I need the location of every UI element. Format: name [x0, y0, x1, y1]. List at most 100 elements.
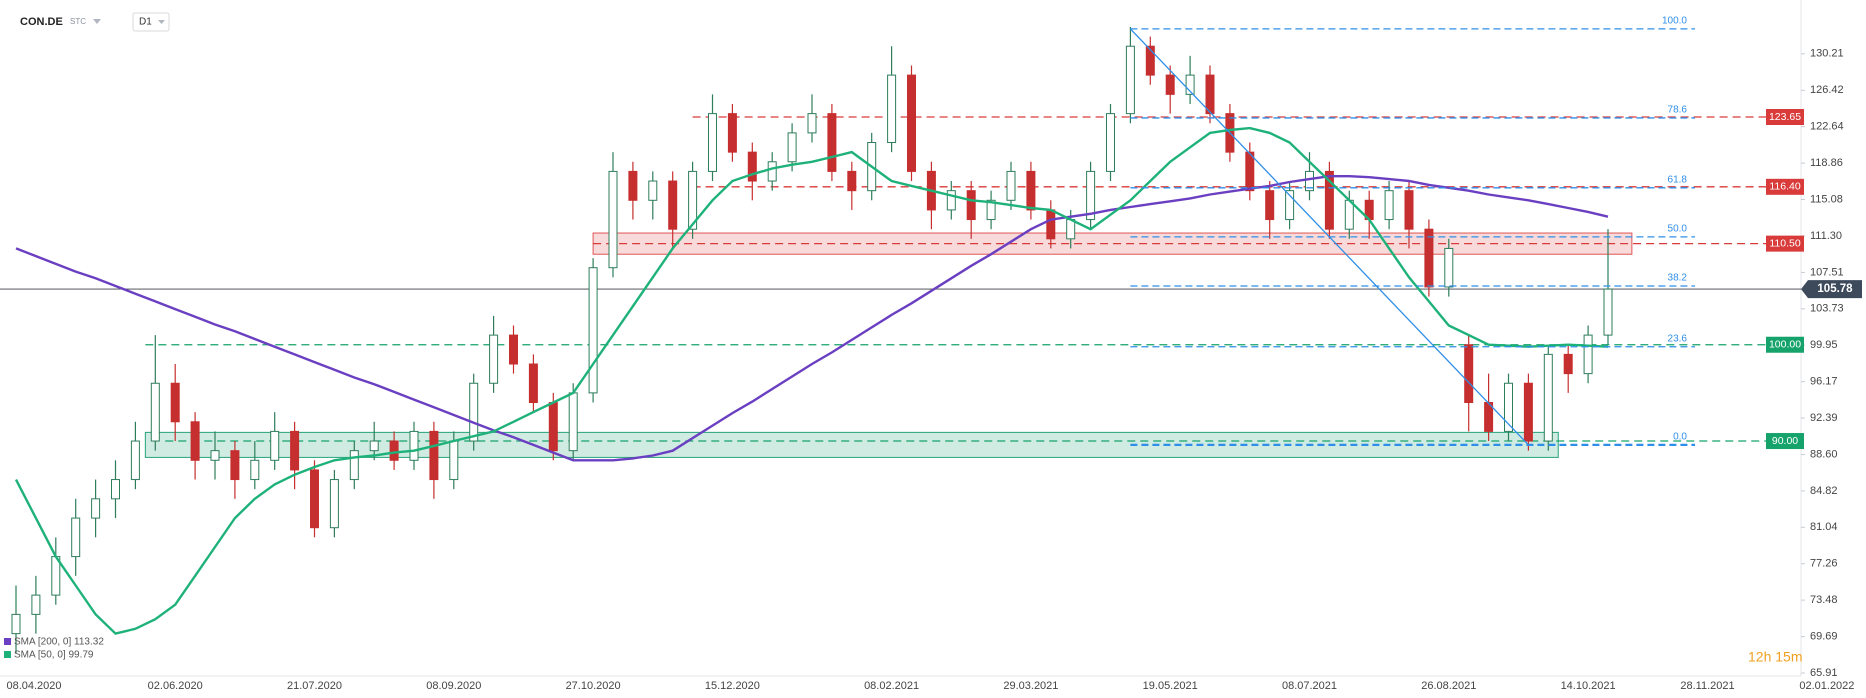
candle-body: [1046, 209, 1056, 240]
x-tick-label: 28.11.2021: [1680, 680, 1734, 692]
plot-area: 100.0 78.6 61.8 50.0 38.2 23.6 0.0: [0, 16, 1801, 653]
y-tick-label: 88.60: [1810, 448, 1838, 460]
interval-box[interactable]: [132, 12, 170, 32]
candle-body: [1563, 353, 1573, 375]
candle-body: [349, 450, 359, 481]
last-price-label: 105.78: [1817, 283, 1853, 295]
candle-body: [747, 151, 757, 182]
candle-body: [946, 190, 956, 211]
x-tick-label: 29.03.2021: [1003, 680, 1058, 692]
y-tick-label: 99.95: [1810, 339, 1838, 351]
candle-body: [449, 440, 459, 481]
header: CON.DE STC D1: [20, 12, 170, 32]
level-label: 123.65: [1769, 111, 1801, 123]
candle-body: [907, 74, 916, 172]
candle-body: [1205, 74, 1215, 115]
candle-body: [11, 613, 21, 635]
candle-body: [1404, 190, 1414, 230]
moving-average: [14, 126, 1609, 635]
candle-body: [1106, 113, 1115, 172]
candle-body: [608, 170, 618, 269]
candle-body: [71, 517, 81, 558]
candle-body: [767, 161, 777, 182]
fib-label: 61.8: [1668, 174, 1688, 185]
candle-body: [270, 430, 280, 461]
candle-body: [528, 363, 538, 404]
fib-label: 0.0: [1673, 432, 1687, 443]
candle-body: [1523, 382, 1533, 442]
candle-body: [31, 594, 41, 615]
fib-label: 100.0: [1662, 16, 1687, 27]
candle-body: [1464, 344, 1474, 404]
candle-body: [389, 440, 399, 461]
y-tick-label: 130.21: [1810, 48, 1844, 60]
fib-label: 38.2: [1668, 273, 1688, 284]
legend-entry: SMA [50, 0] 99.79: [14, 650, 94, 661]
y-tick-label: 103.73: [1810, 303, 1844, 315]
level-label: 90.00: [1772, 435, 1798, 447]
x-tick-label: 08.02.2021: [864, 680, 919, 692]
candle-body: [648, 180, 658, 201]
candle-body: [847, 170, 857, 192]
level-label-box: [1766, 178, 1804, 195]
candle-body: [787, 132, 797, 163]
x-tick-label: 14.10.2021: [1561, 680, 1616, 692]
candle-body: [1245, 151, 1255, 192]
x-tick-label: 02.01.2022: [1799, 680, 1854, 692]
candle-body: [966, 190, 976, 221]
candle-body: [489, 334, 499, 384]
candle-body: [668, 180, 678, 230]
interval[interactable]: D1: [139, 17, 152, 28]
candle-body: [1026, 170, 1036, 211]
candle-body: [688, 170, 698, 230]
candle-body: [130, 440, 140, 481]
fib-label: 50.0: [1668, 224, 1688, 235]
x-tick-label: 27.10.2020: [566, 680, 621, 692]
y-tick-label: 92.39: [1810, 412, 1838, 424]
y-tick-label: 126.42: [1810, 84, 1844, 96]
candle-body: [1324, 170, 1334, 230]
candle-body: [807, 113, 817, 134]
y-tick-label: 122.64: [1810, 121, 1844, 133]
candle-body: [170, 382, 180, 423]
level-label: 116.40: [1769, 181, 1800, 193]
candle-body: [588, 267, 598, 394]
candle-body: [1444, 247, 1454, 288]
y-tick-label: 73.48: [1810, 594, 1838, 606]
candle-body: [329, 479, 339, 529]
symbol[interactable]: CON.DE: [20, 16, 63, 28]
level-label-box: [1766, 109, 1804, 125]
fib-label: 78.6: [1668, 105, 1688, 116]
x-tick-label: 26.08.2021: [1421, 680, 1476, 692]
x-tick-label: 19.05.2021: [1143, 680, 1198, 692]
y-tick-label: 65.91: [1810, 667, 1838, 679]
candle-body: [568, 392, 578, 452]
candle-body: [1086, 170, 1096, 221]
level-label-box: [1766, 433, 1804, 450]
dropdown-arrow[interactable]: [93, 19, 101, 24]
candle-body: [1384, 190, 1394, 221]
dropdown-arrow[interactable]: [158, 20, 165, 24]
candle-body: [429, 430, 439, 481]
legend-swatch: [4, 651, 11, 658]
candle-body: [727, 113, 737, 153]
legend-entry: SMA [200, 0] 113.32: [14, 637, 104, 648]
candle-body: [1543, 353, 1553, 442]
candle-body: [310, 469, 319, 529]
candle-body: [111, 479, 120, 500]
moving-average: [15, 175, 1609, 462]
timer: 12h 15m: [1748, 649, 1802, 665]
level-label-box: [1766, 235, 1804, 252]
y-tick-label: 115.08: [1810, 193, 1843, 205]
y-tick-label: 118.86: [1810, 157, 1843, 169]
candle-body: [409, 430, 419, 461]
y-tick-label: 107.51: [1810, 266, 1844, 278]
candle-body: [91, 498, 101, 519]
candle-body: [1285, 190, 1295, 221]
candle-body: [190, 421, 200, 461]
y-tick-label: 81.04: [1810, 521, 1838, 533]
candle-body: [708, 113, 717, 172]
